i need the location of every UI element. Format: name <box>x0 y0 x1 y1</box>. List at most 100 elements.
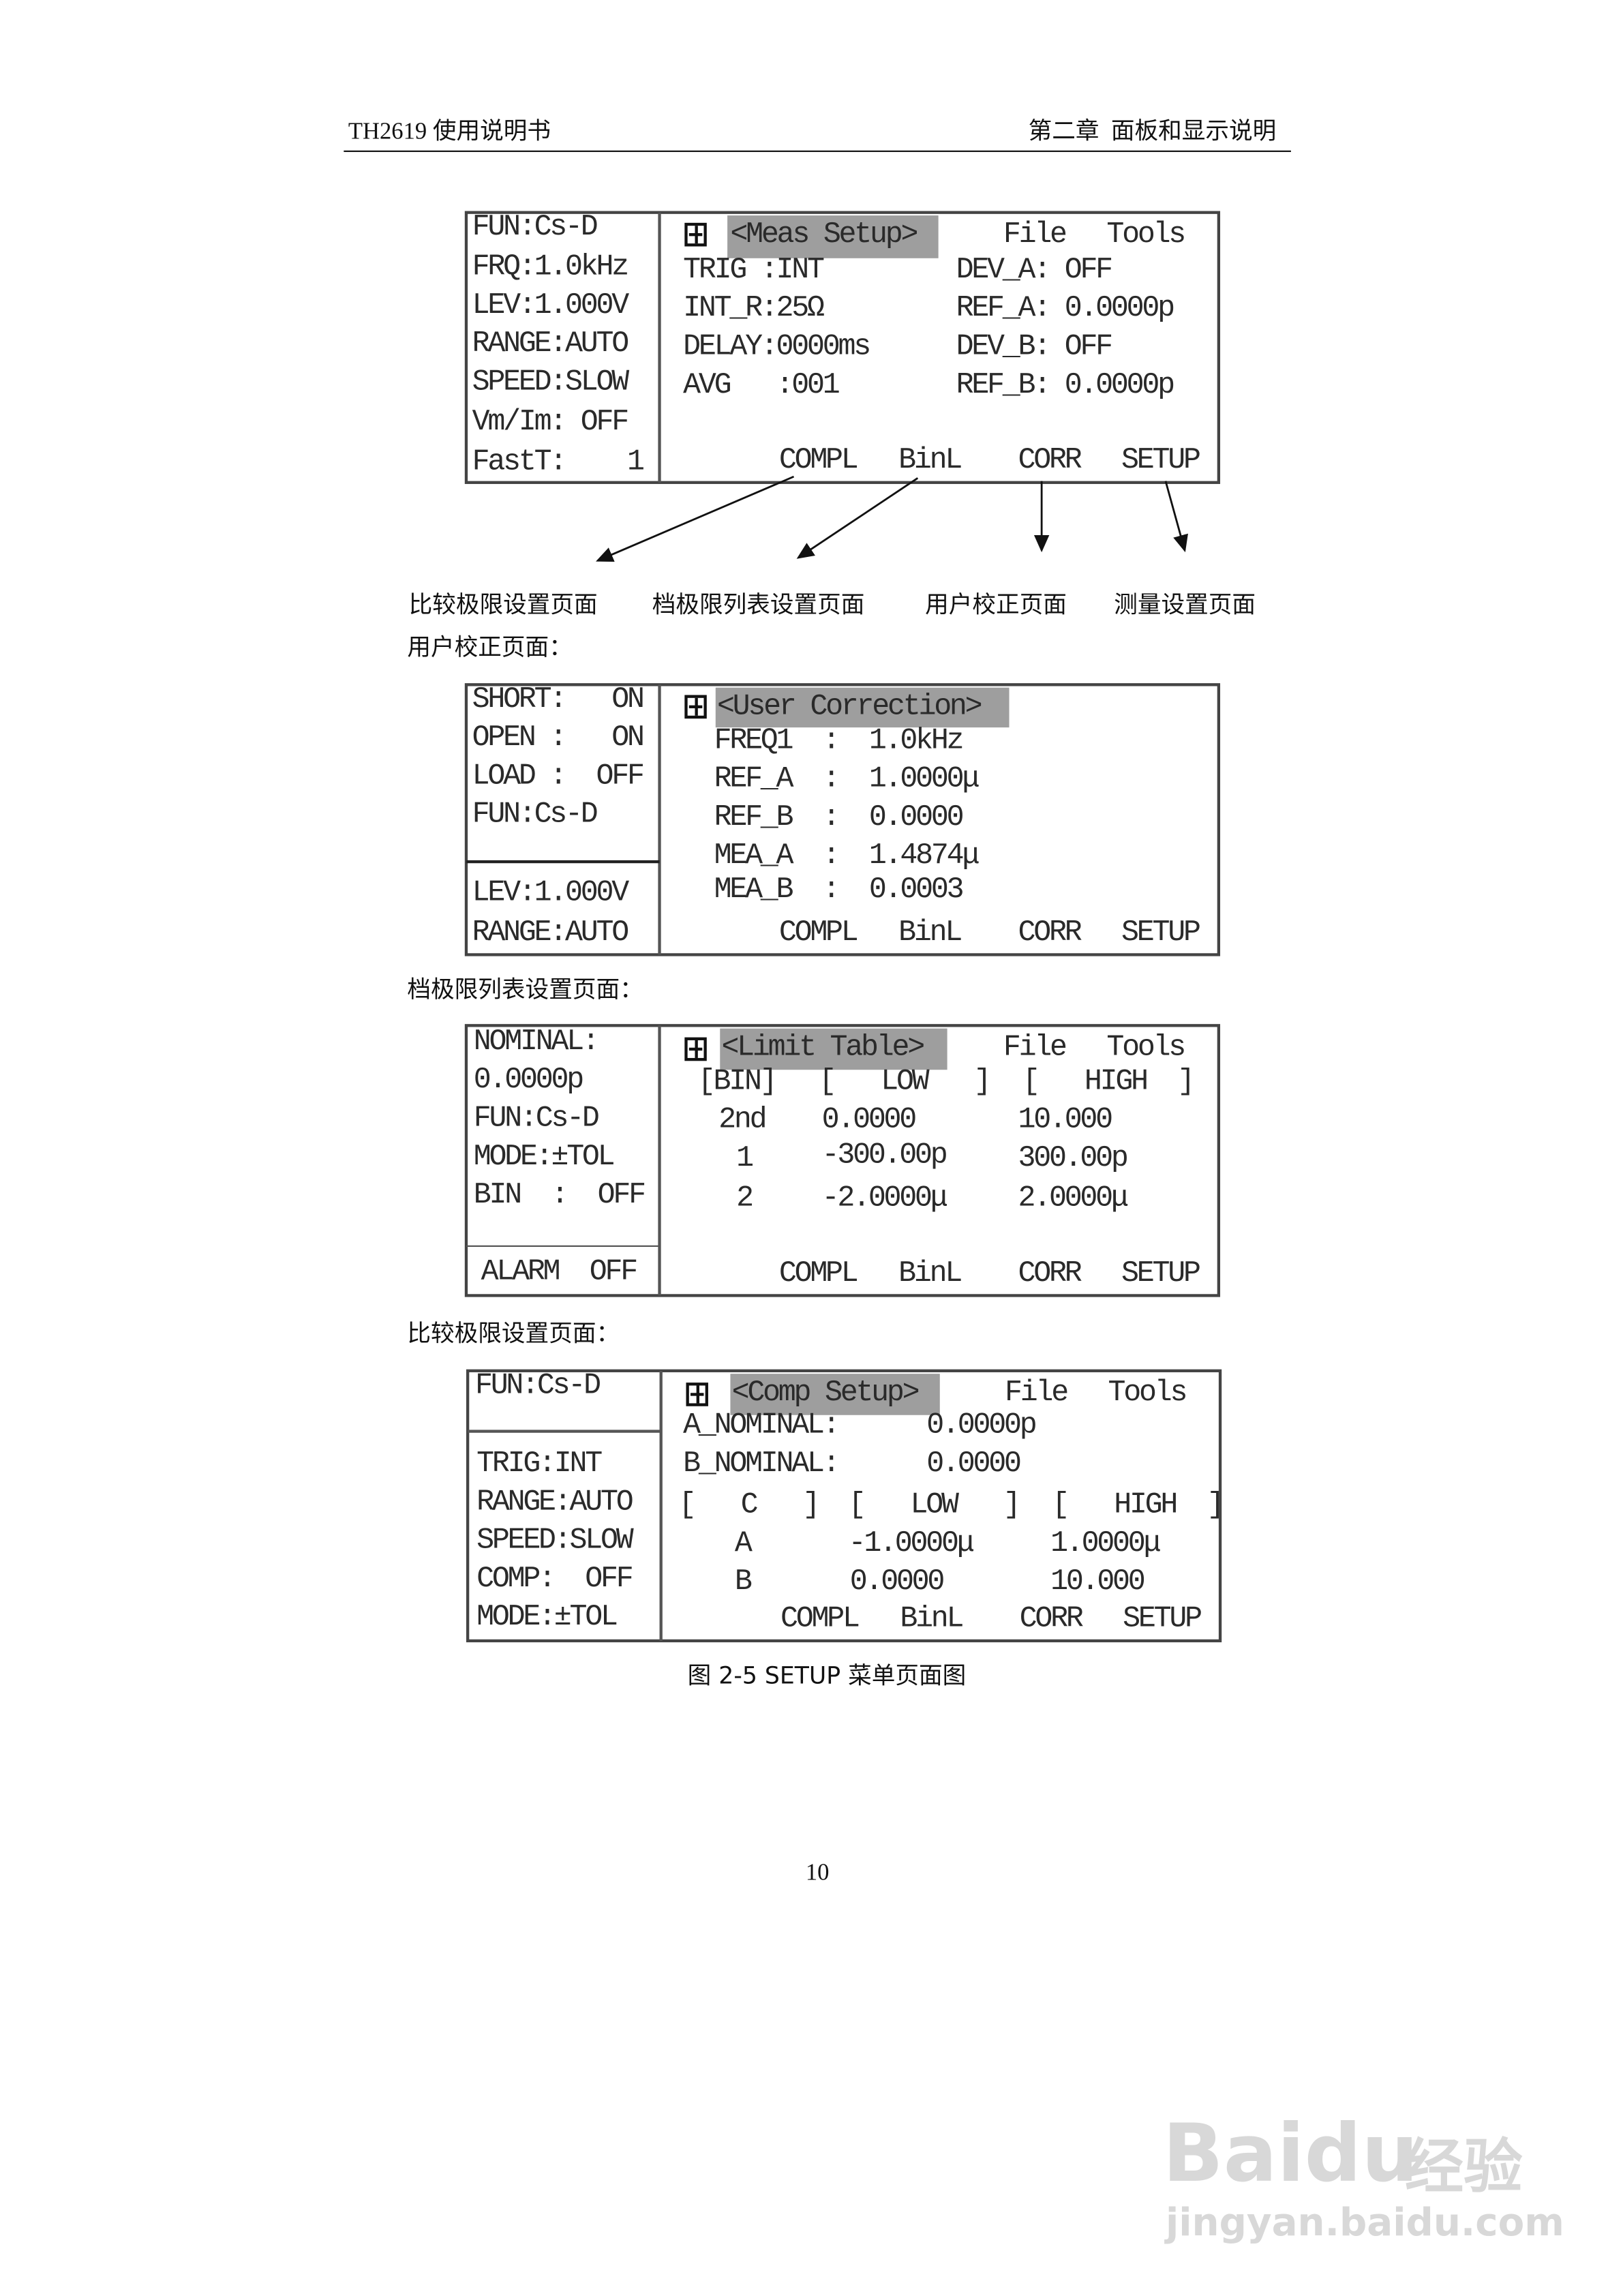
divider <box>466 860 660 864</box>
arrow-binl <box>796 477 919 559</box>
status-short: SHORT: ON <box>472 683 645 717</box>
comp-setup-screen <box>466 1369 1222 1643</box>
watermark-url: jingyan.baidu.com <box>1165 2201 1564 2246</box>
status-range: RANGE:AUTO <box>472 916 630 950</box>
table-cell: 0.0000 <box>821 1104 917 1138</box>
label-setup-page: 测量设置页面 <box>1114 590 1256 618</box>
field-int-r: INT_R:25Ω <box>683 292 825 327</box>
softkey-binl: BinL <box>898 1257 962 1291</box>
header-chapter: 第二章 面板和显示说明 <box>1028 119 1277 145</box>
divider <box>658 1025 661 1296</box>
status-speed: SPEED:SLOW <box>472 365 630 400</box>
watermark-brand: Baidu <box>1162 2106 1419 2201</box>
table-cell: 2nd <box>718 1104 767 1138</box>
column-header-c: [ C ] <box>678 1488 821 1523</box>
table-cell: 1 <box>736 1142 754 1177</box>
arrow-setup <box>1164 481 1188 553</box>
file-menu: File <box>1005 1376 1069 1411</box>
column-header-low: [ LOW ] <box>819 1065 991 1100</box>
softkey-setup: SETUP <box>1123 1602 1202 1637</box>
section-heading: 档极限列表设置页面： <box>407 975 643 1003</box>
status-frq: FRQ:1.0kHz <box>472 250 630 285</box>
status-range: RANGE:AUTO <box>472 327 630 362</box>
status-mode: MODE:±TOL <box>476 1601 618 1635</box>
table-cell: 300.00p <box>1018 1142 1129 1177</box>
softkey-setup: SETUP <box>1121 1257 1201 1291</box>
meas-setup-screen <box>464 211 1221 484</box>
status-fun: FUN:Cs-D <box>474 1369 601 1404</box>
table-cell: 10.000 <box>1050 1565 1146 1600</box>
figure-caption: 图 2-5 SETUP 菜单页面图 <box>687 1661 967 1690</box>
a-nominal-value: 0.0000p <box>926 1409 1037 1443</box>
softkey-binl: BinL <box>898 916 962 950</box>
status-fastt: FastT: 1 <box>472 445 645 480</box>
label-compl-page: 比较极限设置页面 <box>408 590 598 618</box>
menu-grid-icon <box>684 1037 707 1061</box>
table-cell: 2.0000μ <box>1018 1181 1129 1216</box>
status-vmim: Vm/Im: OFF <box>472 406 630 440</box>
table-cell: 1.0000μ <box>1050 1527 1161 1562</box>
table-cell: -2.0000μ <box>821 1181 948 1216</box>
status-trig: TRIG:INT <box>476 1447 603 1482</box>
status-fun: FUN:Cs-D <box>472 211 598 245</box>
label-corr-page: 用户校正页面 <box>925 590 1067 618</box>
page-title: <Comp Setup> <box>731 1376 920 1411</box>
file-menu: File <box>1003 218 1067 253</box>
field-ref-a: REF_A: 0.0000p <box>956 292 1175 327</box>
a-nominal-label: A_NOMINAL: <box>683 1409 840 1443</box>
status-lev: LEV:1.000V <box>472 289 630 324</box>
column-header-low: [ LOW ] <box>848 1488 1021 1523</box>
tools-menu: Tools <box>1106 1031 1186 1066</box>
status-nominal-label: NOMINAL: <box>473 1025 600 1060</box>
divider <box>468 1430 661 1433</box>
field-freq1: FREQ1 : 1.0kHz <box>714 724 965 759</box>
status-speed: SPEED:SLOW <box>476 1524 634 1558</box>
page-number: 10 <box>805 1860 830 1886</box>
column-header-bin: [BIN] <box>697 1065 778 1100</box>
label-binl-page: 档极限列表设置页面 <box>652 590 865 618</box>
b-nominal-label: B_NOMINAL: <box>683 1447 840 1482</box>
field-dev-b: DEV_B: OFF <box>956 330 1114 365</box>
page-title: <Limit Table> <box>721 1031 925 1066</box>
softkey-binl: BinL <box>900 1602 964 1637</box>
status-bin: BIN : OFF <box>473 1179 646 1213</box>
softkey-setup: SETUP <box>1121 916 1201 950</box>
table-cell: -300.00p <box>821 1138 948 1173</box>
status-fun: FUN:Cs-D <box>472 798 598 832</box>
callout-arrows <box>596 475 1188 562</box>
tools-menu: Tools <box>1106 218 1186 253</box>
menu-grid-icon <box>686 1383 708 1406</box>
header-title: TH2619 使用说明书 <box>348 119 551 145</box>
softkey-corr: CORR <box>1019 1602 1084 1637</box>
field-ref-b: REF_B: 0.0000p <box>956 369 1175 403</box>
field-ref-b: REF_B : 0.0000 <box>714 801 965 836</box>
field-delay: DELAY:0000ms <box>683 330 871 365</box>
softkey-corr: CORR <box>1018 444 1082 479</box>
table-cell: B <box>734 1565 753 1600</box>
limit-table-screen <box>464 1024 1221 1297</box>
status-fun: FUN:Cs-D <box>473 1102 600 1136</box>
status-nominal: 0.0000p <box>473 1063 584 1098</box>
softkey-compl: COMPL <box>778 1257 859 1291</box>
divider <box>658 684 661 955</box>
page-title: <User Correction> <box>716 690 983 725</box>
table-cell: -1.0000μ <box>848 1527 975 1562</box>
divider <box>466 1245 660 1248</box>
b-nominal-value: 0.0000 <box>926 1447 1022 1482</box>
divider <box>658 212 661 483</box>
field-trig: TRIG :INT <box>683 254 825 288</box>
page-title: <Meas Setup> <box>730 218 918 253</box>
field-mea-b: MEA_B : 0.0003 <box>714 873 965 908</box>
watermark-product: 经验 <box>1404 2133 1523 2202</box>
section-heading: 用户校正页面： <box>407 633 573 661</box>
section-heading: 比较极限设置页面： <box>407 1319 620 1348</box>
user-correction-screen <box>464 683 1221 956</box>
menu-grid-icon <box>684 695 707 719</box>
status-load: LOAD : OFF <box>472 759 645 794</box>
divider <box>659 1370 663 1641</box>
file-menu: File <box>1003 1031 1067 1066</box>
softkey-corr: CORR <box>1018 916 1082 950</box>
softkey-corr: CORR <box>1018 1257 1082 1291</box>
title-highlight <box>715 687 1010 728</box>
